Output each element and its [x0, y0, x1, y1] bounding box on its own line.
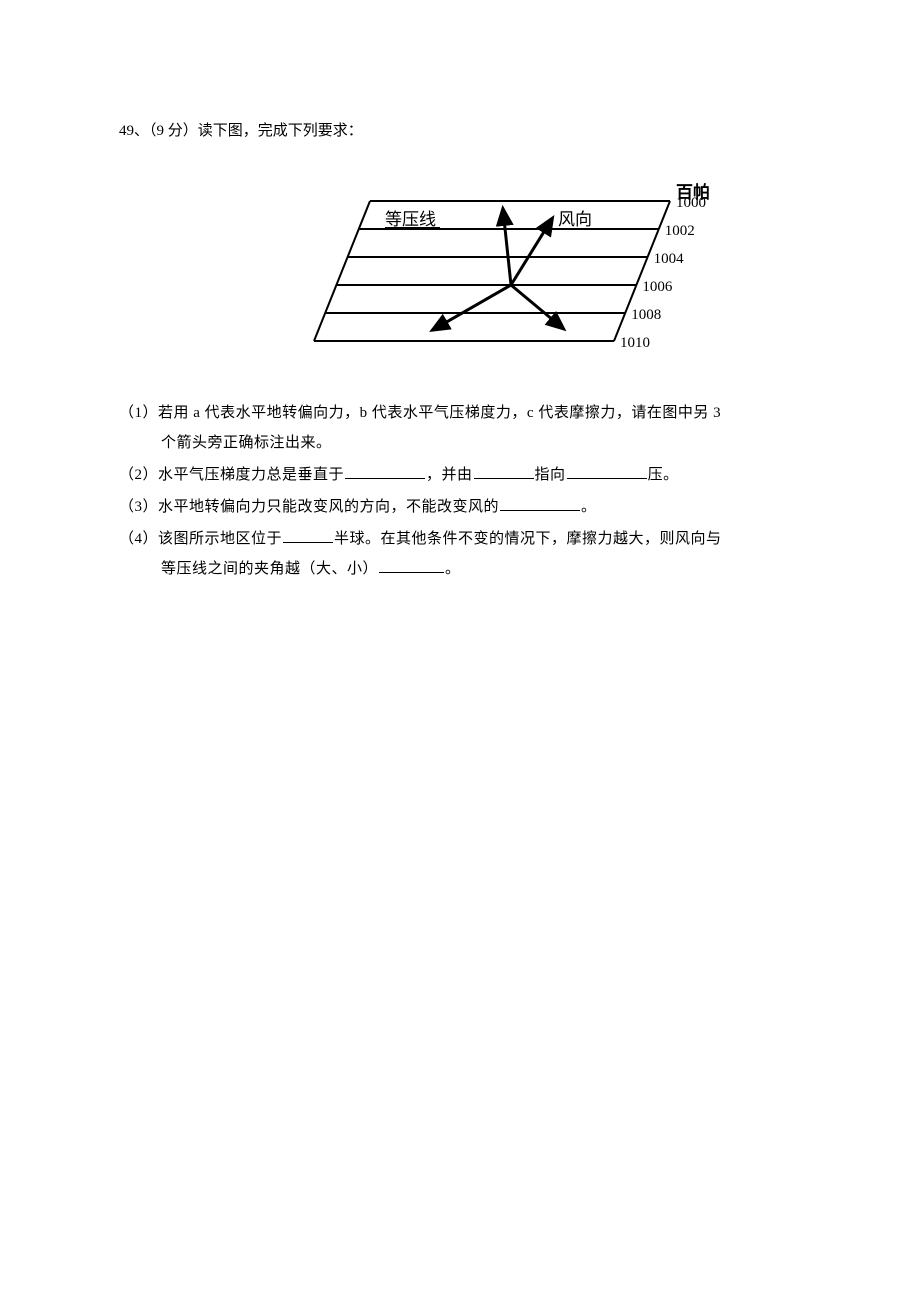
sub2-text-c: 指向	[535, 467, 566, 483]
sub2-text-a: 水平气压梯度力总是垂直于	[158, 467, 344, 483]
question-points: （9 分）	[149, 123, 198, 139]
sub1-line1: 若用 a 代表水平地转偏向力，b 代表水平气压梯度力，c 代表摩擦力，请在图中另…	[158, 405, 721, 421]
sub4-text-b: 半球。在其他条件不变的情况下，摩擦力越大，则风向与	[334, 531, 722, 547]
svg-text:百帕: 百帕	[676, 183, 710, 202]
sub2-prefix: （2）	[119, 467, 158, 483]
sub4-text-a: 该图所示地区位于	[158, 531, 282, 547]
blank-input[interactable]	[345, 464, 425, 479]
sub-question-2: （2）水平气压梯度力总是垂直于 ，并由 指向 压。	[119, 460, 821, 490]
sub2-text-d: 压。	[648, 467, 679, 483]
sub4-text-d: 。	[445, 561, 461, 577]
sub3-prefix: （3）	[119, 499, 158, 515]
question-header: 49、（9 分）读下图，完成下列要求：	[119, 119, 821, 143]
blank-input[interactable]	[283, 528, 333, 543]
svg-text:1008: 1008	[631, 307, 661, 323]
blank-input[interactable]	[567, 464, 647, 479]
sub1-line2: 个箭头旁正确标注出来。	[119, 428, 821, 458]
sub-question-3: （3）水平地转偏向力只能改变风的方向，不能改变风的 。	[119, 492, 821, 522]
diagram-svg: 100010021004100610081010百帕等压线风向	[294, 183, 784, 348]
question-number: 49、	[119, 123, 149, 139]
svg-text:等压线: 等压线	[385, 210, 436, 229]
svg-text:风向: 风向	[558, 210, 592, 229]
sub3-text-a: 水平地转偏向力只能改变风的方向，不能改变风的	[158, 499, 499, 515]
sub3-text-b: 。	[581, 499, 597, 515]
sub2-text-b: ，并由	[426, 467, 473, 483]
sub-question-1: （1）若用 a 代表水平地转偏向力，b 代表水平气压梯度力，c 代表摩擦力，请在…	[119, 398, 821, 458]
sub1-prefix: （1）	[119, 405, 158, 421]
blank-input[interactable]	[379, 558, 444, 573]
question-intro: 读下图，完成下列要求：	[198, 123, 363, 139]
sub4-prefix: （4）	[119, 531, 158, 547]
svg-text:1002: 1002	[665, 223, 695, 239]
blank-input[interactable]	[474, 464, 534, 479]
svg-text:1004: 1004	[654, 251, 685, 267]
blank-input[interactable]	[500, 496, 580, 511]
svg-text:1010: 1010	[620, 335, 650, 348]
sub4-text-c: 等压线之间的夹角越（大、小）	[161, 561, 378, 577]
pressure-diagram: 100010021004100610081010百帕等压线风向	[294, 183, 784, 348]
sub-question-4: （4）该图所示地区位于 半球。在其他条件不变的情况下，摩擦力越大，则风向与 等压线…	[119, 524, 821, 584]
svg-text:1006: 1006	[642, 279, 673, 295]
